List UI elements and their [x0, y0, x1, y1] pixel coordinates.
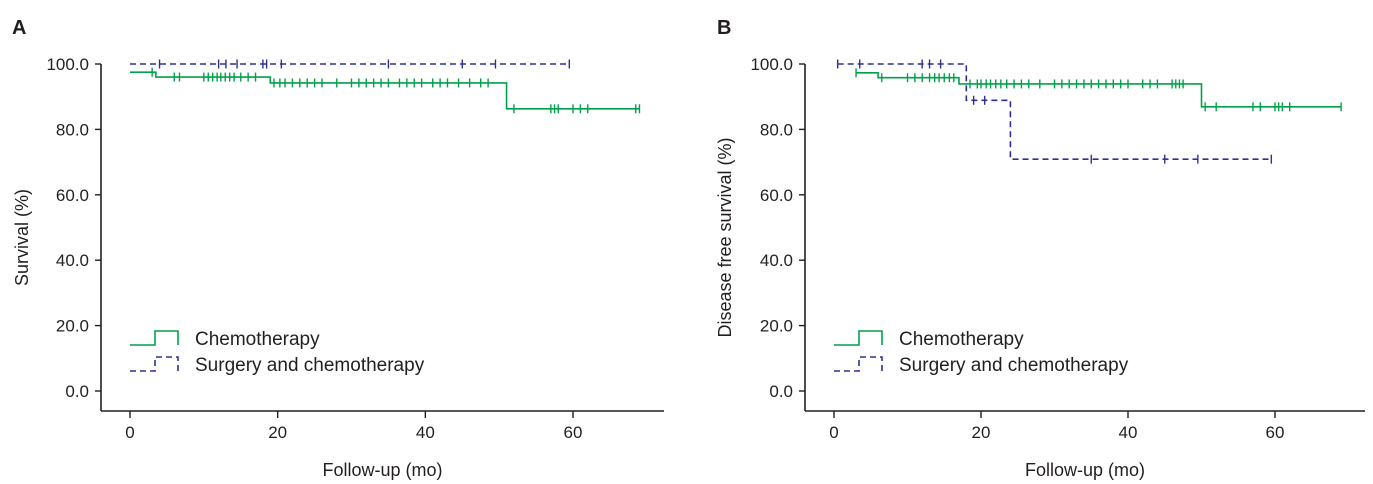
- series-line-chemotherapy: [856, 72, 1342, 108]
- legend-symbol-surgery-and-chemotherapy: [834, 356, 883, 372]
- y-tick-label: 80.0: [56, 120, 89, 139]
- x-tick-label: 40: [1119, 423, 1138, 442]
- y-tick-label: 80.0: [760, 120, 793, 139]
- legend-label-surgery-and-chemotherapy: Surgery and chemotherapy: [195, 355, 425, 376]
- x-tick-label: 20: [972, 423, 991, 442]
- legend-label-chemotherapy: Chemotherapy: [899, 329, 1024, 350]
- x-axis-title: Follow-up (mo): [1025, 460, 1145, 480]
- y-tick-label: 40.0: [760, 251, 793, 270]
- legend-label-chemotherapy: Chemotherapy: [195, 329, 320, 350]
- series-line-chemotherapy: [130, 71, 640, 110]
- y-tick-label: 0.0: [65, 382, 89, 401]
- legend-label-surgery-and-chemotherapy: Surgery and chemotherapy: [899, 355, 1129, 376]
- y-tick-label: 100.0: [750, 55, 793, 74]
- x-tick-label: 40: [416, 423, 435, 442]
- legend-symbol-chemotherapy: [130, 330, 179, 346]
- y-tick-label: 100.0: [46, 55, 89, 74]
- y-axis-title: Survival (%): [12, 189, 32, 286]
- y-tick-label: 60.0: [56, 186, 89, 205]
- y-axis-title: Disease free survival (%): [715, 137, 735, 337]
- panel-letter: A: [12, 17, 26, 39]
- legend-symbol-surgery-and-chemotherapy: [130, 356, 179, 372]
- y-tick-label: 20.0: [56, 317, 89, 336]
- y-tick-label: 20.0: [760, 317, 793, 336]
- y-tick-label: 60.0: [760, 186, 793, 205]
- legend-symbol-chemotherapy: [834, 330, 883, 346]
- chart-panel-a: A 0.0 20.0 40.0 60.0 80.0 100.0 0 20 40 60 Follow-u…: [12, 17, 664, 480]
- y-tick-label: 40.0: [56, 251, 89, 270]
- x-axis-title: Follow-up (mo): [322, 460, 442, 480]
- y-tick-label: 0.0: [769, 382, 793, 401]
- x-tick-label: 20: [268, 423, 287, 442]
- x-tick-label: 60: [564, 423, 583, 442]
- x-tick-label: 60: [1266, 423, 1285, 442]
- x-tick-label: 0: [125, 423, 134, 442]
- chart-panel-b: B 0.0 20.0 40.0 60.0 80.0 100.0 0 20 40 60 Follow-u…: [715, 17, 1365, 480]
- x-tick-label: 0: [829, 423, 838, 442]
- panel-letter: B: [717, 17, 731, 39]
- series-line-surgery-and-chemotherapy: [837, 63, 1272, 160]
